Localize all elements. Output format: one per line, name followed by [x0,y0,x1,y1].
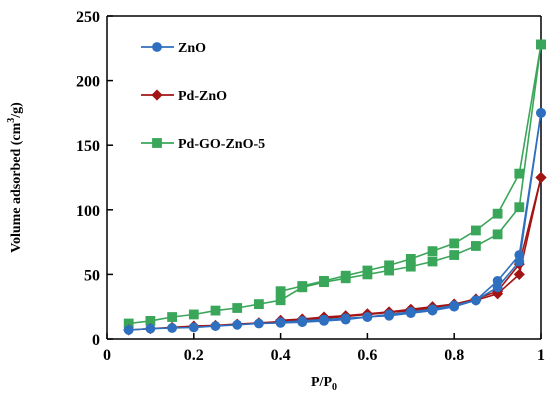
zno-desorption-point [319,314,329,325]
pd-go-zno-5-desorption-point [536,39,546,50]
pd-go-zno-5-adsorption-point [188,309,199,320]
zno-desorption-point [470,295,481,306]
pd-go-zno-5-desorption-point [340,270,351,281]
y-axis-label: Volume adsorbed (cm3/g) [6,102,24,253]
zno-adsorption-point [167,323,178,333]
pd-go-zno-5-desorption-point [319,275,329,286]
zno-desorption-point [275,317,286,328]
legend-label: Pd-ZnO [178,89,227,104]
zno-adsorption-point [188,322,199,333]
x-tick-label: 0 [103,347,111,364]
zno-adsorption-point [253,318,264,329]
x-tick-label: 0.4 [271,347,291,364]
pd-go-zno-5-desorption-point [362,265,373,276]
legend-label: Pd-GO-ZnO-5 [178,137,265,152]
zno-desorption-point [405,306,416,317]
y-tick-label: 200 [76,74,100,91]
zno-desorption-point [427,304,438,315]
pd-go-zno-5-adsorption-point [449,250,460,260]
x-tick-label: 0.8 [444,347,464,364]
zno-adsorption-point [210,321,221,331]
pd-go-zno-5-adsorption-point [210,305,221,316]
legend-item-pd-go-zno-5: Pd-GO-ZnO-5 [141,137,265,152]
x-tick-label: 0.6 [357,347,377,364]
legend-item-pd-zno: Pd-ZnO [141,89,227,104]
legend-label: ZnO [178,41,206,56]
series-pd-go-zno-5 [123,39,546,329]
y-tick-label: 150 [76,138,100,155]
pd-zno-adsorption-line [128,177,542,331]
zno-adsorption-point [145,323,156,334]
axis-ticks: 0 0.2 0.4 0.6 0.8 1 0 50 100 150 200 250 [76,9,545,364]
pd-go-zno-5-adsorption-point [275,295,286,306]
series-pd-zno [123,171,547,336]
legend-marker [152,42,162,52]
y-tick-label: 50 [84,267,100,284]
zno-desorption-point [384,309,395,320]
pd-zno-desorption-point [535,171,547,184]
pd-go-zno-5-adsorption-point [232,303,243,313]
zno-desorption-point [340,313,351,324]
legend-marker [151,89,163,101]
pd-go-zno-5-adsorption-point [427,256,438,267]
x-tick-label: 1 [537,347,545,364]
pd-go-zno-5-desorption-point [275,286,286,297]
zno-desorption-point [492,282,503,293]
zno-desorption-point [514,256,525,267]
x-axis-label: P/P0 [311,375,337,393]
pd-go-zno-5-desorption-point [427,246,438,257]
y-tick-label: 250 [76,9,100,26]
pd-go-zno-5-desorption-point [384,260,395,271]
pd-go-zno-5-adsorption-point [514,202,525,213]
legend-item-zno: ZnO [141,41,206,56]
zno-desorption-point [362,312,373,322]
pd-go-zno-5-adsorption-point [470,241,481,251]
pd-go-zno-5-desorption-point [492,208,503,219]
pd-go-zno-5-adsorption-point [492,229,503,240]
pd-go-zno-5-desorption-point [470,225,481,236]
pd-zno-adsorption-point [513,268,525,280]
pd-go-zno-5-adsorption-point [167,312,178,322]
pd-go-zno-5-desorption-point [297,281,308,291]
zno-desorption-point [297,316,308,326]
zno-desorption-point [536,108,546,118]
pd-go-zno-5-desorption-point [514,168,525,179]
x-tick-label: 0.2 [184,347,204,364]
series-layer [123,39,547,336]
pd-go-zno-5-adsorption-line [128,44,542,325]
zno-adsorption-point [123,325,134,335]
series-zno [123,108,546,335]
y-tick-label: 0 [92,332,100,349]
y-tick-label: 100 [76,203,100,220]
pd-go-zno-5-desorption-point [449,238,460,249]
pd-go-zno-5-adsorption-point [253,299,264,310]
legend-marker [152,138,162,148]
pd-zno-desorption-line [280,177,542,322]
pd-go-zno-5-desorption-point [405,253,416,264]
zno-adsorption-point [232,319,243,330]
plot-area [106,15,542,340]
legend: ZnO Pd-ZnO Pd-GO-ZnO-5 [141,41,265,152]
zno-desorption-point [449,300,460,311]
